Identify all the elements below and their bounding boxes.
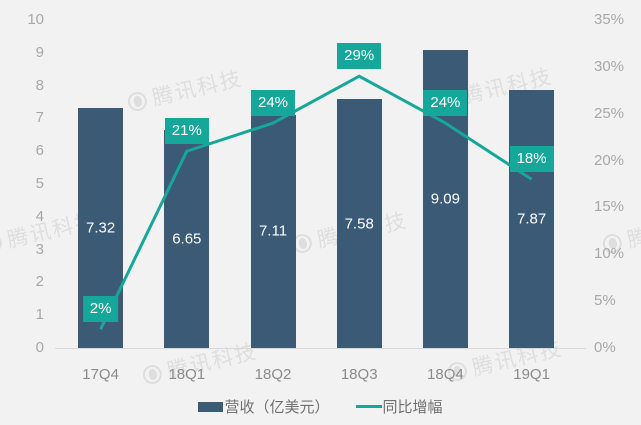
chart-legend: 营收（亿美元） 同比增幅 xyxy=(0,396,641,417)
left-axis-tick-8: 8 xyxy=(35,76,44,94)
growth-line xyxy=(99,74,533,330)
left-axis-tick-6: 6 xyxy=(35,142,44,160)
growth-line-swatch-icon xyxy=(355,405,382,408)
right-axis-tick-15%: 15% xyxy=(594,198,625,216)
bar-18q1 xyxy=(164,129,210,348)
right-axis-tick-20%: 20% xyxy=(594,151,625,169)
bar-value-label-18q3: 7.58 xyxy=(344,215,374,233)
bar-value-label-18q4: 9.09 xyxy=(430,190,460,208)
left-axis-tick-5: 5 xyxy=(35,175,44,192)
left-axis-tick-7: 7 xyxy=(35,109,44,127)
bar-19q1 xyxy=(509,89,555,348)
left-axis-tick-3: 3 xyxy=(35,240,44,258)
legend-label-growth: 同比增幅 xyxy=(382,399,443,416)
x-axis-line xyxy=(55,348,586,349)
right-axis-tick-30%: 30% xyxy=(594,57,625,75)
left-axis-tick-9: 9 xyxy=(35,43,44,61)
right-axis-tick-0%: 0% xyxy=(594,339,616,356)
legend-item-growth: 同比增幅 xyxy=(355,396,443,417)
category-label-18q2: 18Q2 xyxy=(254,366,292,383)
growth-label-18q4: 24% xyxy=(423,90,468,117)
right-axis-tick-10%: 10% xyxy=(594,245,625,263)
bar-value-label-19q1: 7.87 xyxy=(516,210,547,228)
growth-label-17q4: 2% xyxy=(82,296,119,323)
legend-item-revenue: 营收（亿美元） xyxy=(198,396,330,417)
left-axis-tick-4: 4 xyxy=(35,207,44,225)
category-label-18q3: 18Q3 xyxy=(340,366,378,383)
category-label-19q1: 19Q1 xyxy=(513,366,550,383)
legend-label-revenue: 营收（亿美元） xyxy=(224,399,330,416)
left-axis-tick-10: 10 xyxy=(27,11,44,28)
category-label-17q4: 17Q4 xyxy=(82,366,119,383)
right-axis-tick-25%: 25% xyxy=(594,104,625,122)
left-axis-tick-0: 0 xyxy=(35,339,44,356)
revenue-bar-swatch-icon xyxy=(198,401,224,412)
bar-18q2 xyxy=(250,114,296,348)
category-label-18q4: 18Q4 xyxy=(427,366,464,383)
bar-value-label-18q2: 7.11 xyxy=(258,222,288,240)
category-label-18q1: 18Q1 xyxy=(168,366,206,383)
left-axis-tick-2: 2 xyxy=(35,273,44,291)
left-axis-tick-1: 1 xyxy=(35,306,44,324)
growth-label-18q3: 29% xyxy=(337,43,382,70)
bar-value-label-18q1: 6.65 xyxy=(172,230,202,248)
growth-label-18q1: 21% xyxy=(164,118,209,145)
right-axis-tick-5%: 5% xyxy=(594,292,616,310)
right-axis-tick-35%: 35% xyxy=(594,11,625,28)
growth-label-18q2: 24% xyxy=(250,90,296,117)
bar-18q3 xyxy=(336,99,382,348)
bar-value-label-17q4: 7.32 xyxy=(85,219,116,237)
growth-label-19q1: 18% xyxy=(509,146,554,173)
